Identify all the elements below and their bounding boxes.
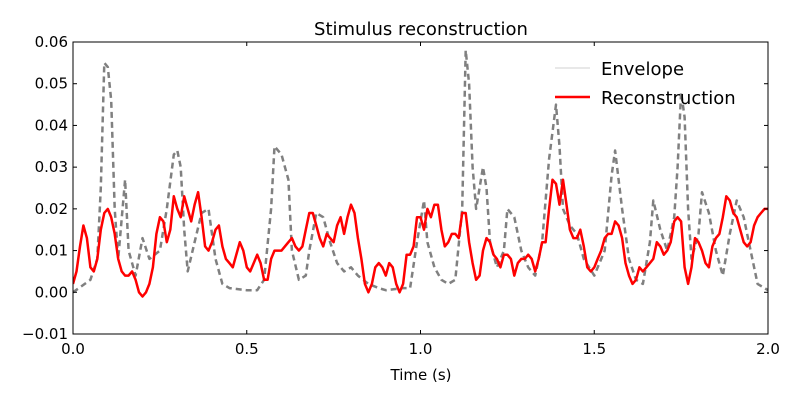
y-tick-label: 0.01 xyxy=(35,242,68,260)
x-tick-label: 0.0 xyxy=(61,340,85,358)
x-tick-label: 1.0 xyxy=(409,340,433,358)
chart-title: Stimulus reconstruction xyxy=(314,19,528,40)
y-tick-label: −0.01 xyxy=(22,325,68,343)
series-line-reconstruction xyxy=(73,178,768,298)
legend-label-reconstruction: Reconstruction xyxy=(601,88,736,109)
legend-label-envelope: Envelope xyxy=(601,59,684,80)
y-tick-label: 0.04 xyxy=(35,116,68,134)
y-tick-label: 0.05 xyxy=(35,75,68,93)
x-ticks: 0.0 0.5 1.0 1.5 2.0 xyxy=(61,42,780,358)
x-tick-label: 0.5 xyxy=(235,340,259,358)
y-tick-label: 0.00 xyxy=(35,283,68,301)
x-tick-label: 2.0 xyxy=(756,340,780,358)
x-axis-label: Time (s) xyxy=(390,366,452,384)
y-tick-label: 0.06 xyxy=(35,33,68,51)
y-tick-label: 0.02 xyxy=(35,200,68,218)
y-ticks: −0.01 0.00 0.01 0.02 0.03 0.04 0.05 0.06 xyxy=(22,33,768,343)
series-layer xyxy=(73,49,768,298)
axes-frame xyxy=(72,41,769,335)
legend: Envelope Reconstruction xyxy=(555,59,736,109)
y-tick-label: 0.03 xyxy=(35,158,68,176)
x-tick-label: 1.5 xyxy=(582,340,606,358)
series-line-envelope xyxy=(73,49,768,294)
